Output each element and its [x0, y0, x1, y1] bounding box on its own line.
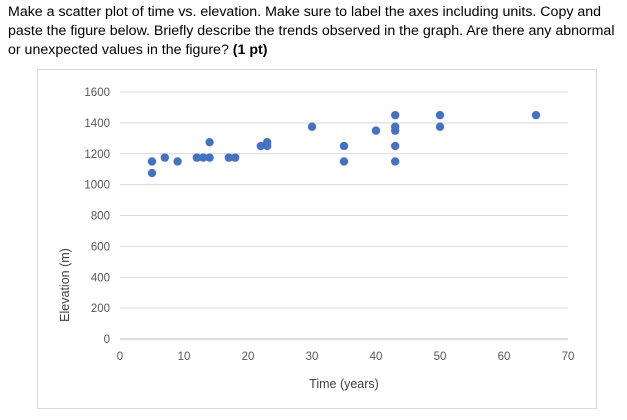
gridlines	[120, 91, 568, 340]
x-axis-title: Time (years)	[309, 377, 379, 391]
x-tick-label: 60	[498, 351, 511, 363]
question-body: Make a scatter plot of time vs. elevatio…	[8, 4, 615, 58]
y-tick-label: 200	[91, 303, 110, 315]
data-point	[391, 157, 400, 166]
data-points	[147, 110, 541, 178]
y-axis-title: Elevation (m)	[58, 248, 72, 322]
data-point	[231, 153, 240, 162]
y-tick-label: 0	[104, 334, 110, 346]
data-point	[192, 153, 201, 162]
data-point	[160, 153, 169, 162]
data-point	[256, 141, 265, 151]
data-point	[339, 141, 349, 151]
data-point	[199, 153, 208, 162]
data-point	[205, 153, 214, 162]
y-tick-labels: 0 200 400 600 800 1000 1200 1400 1600	[84, 87, 110, 346]
data-point	[147, 157, 157, 166]
data-point	[173, 157, 182, 166]
data-point	[307, 122, 317, 131]
y-tick-label: 1200	[84, 149, 110, 161]
x-tick-label: 40	[370, 351, 383, 363]
x-tick-label: 30	[306, 351, 319, 363]
y-tick-label: 800	[91, 211, 110, 223]
x-tick-label: 50	[434, 351, 447, 363]
x-tick-label: 0	[117, 351, 123, 363]
data-point	[371, 126, 381, 135]
x-tick-label: 70	[562, 351, 575, 363]
data-point	[391, 141, 400, 151]
data-point	[263, 137, 272, 147]
data-point	[147, 168, 157, 178]
question-points: (1 pt)	[232, 42, 268, 58]
data-point	[435, 110, 445, 120]
x-tick-labels: 0 10 20 30 40 50 60 70	[117, 351, 575, 363]
y-tick-label: 600	[91, 241, 110, 253]
data-point	[391, 110, 400, 120]
data-point	[224, 153, 233, 162]
question-text: Make a scatter plot of time vs. elevatio…	[8, 3, 620, 60]
data-point	[391, 126, 400, 135]
y-tick-label: 1400	[84, 118, 110, 130]
data-point	[205, 137, 214, 147]
y-tick-label: 1600	[84, 87, 110, 99]
data-point	[531, 110, 541, 120]
y-tick-label: 1000	[84, 180, 110, 192]
x-tick-label: 20	[242, 351, 255, 363]
scatter-chart: 0 200 400 600 800 1000 1200 1400 1600 0 10 20 30 40 5…	[58, 87, 575, 391]
data-point	[339, 157, 349, 166]
chart-frame: 0 200 400 600 800 1000 1200 1400 1600 0 10 20 30 40 5…	[37, 69, 597, 409]
y-tick-label: 400	[91, 272, 110, 284]
x-tick-label: 10	[178, 351, 191, 363]
data-point	[435, 122, 445, 131]
